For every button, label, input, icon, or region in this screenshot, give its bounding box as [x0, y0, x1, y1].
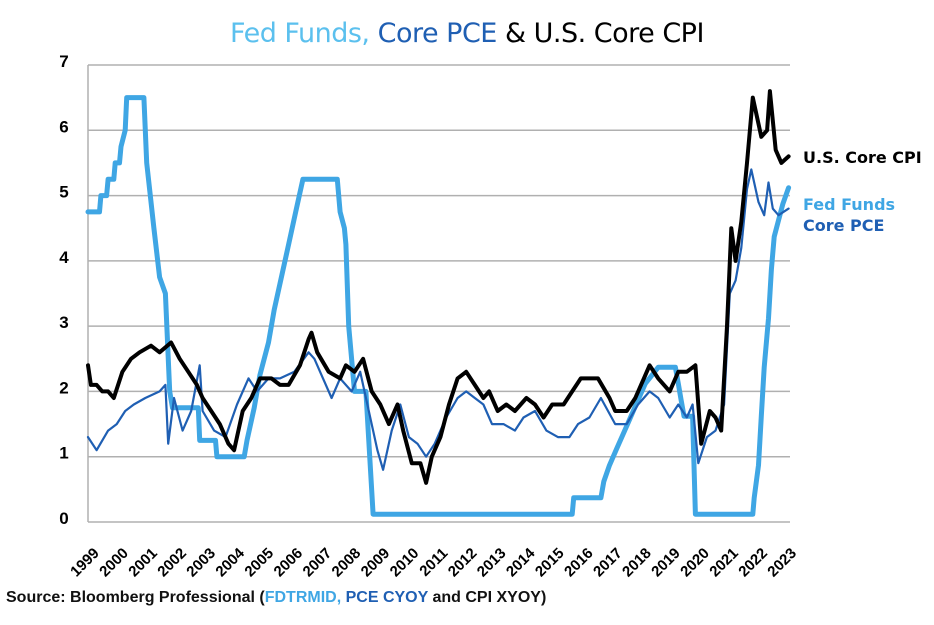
- x-tick-label: 2002: [154, 545, 190, 581]
- x-tick-label: 2001: [125, 545, 161, 581]
- x-tick-label: 2016: [561, 545, 597, 581]
- x-tick-label: 2019: [648, 545, 684, 581]
- y-tick-label: 3: [59, 313, 68, 332]
- x-tick-label: 2009: [358, 545, 394, 581]
- x-tick-label: 2006: [271, 545, 307, 581]
- series-line-core-pce: [86, 168, 790, 471]
- x-tick-label: 2004: [212, 544, 248, 580]
- x-tick-label: 2003: [183, 545, 219, 581]
- y-tick-label: 5: [59, 183, 68, 202]
- x-tick-label: 2008: [329, 545, 365, 581]
- series-line-core-cpi: [86, 89, 791, 485]
- x-tick-label: 2000: [96, 545, 132, 581]
- x-tick-label: 1999: [67, 545, 103, 581]
- source-code-pce: PCE CYOY: [345, 589, 429, 606]
- x-tick-label: 2023: [764, 545, 800, 581]
- x-tick-label: 2010: [387, 545, 423, 581]
- y-tick-label: 2: [59, 378, 68, 397]
- x-tick-label: 2018: [619, 545, 655, 581]
- x-tick-label: 2007: [300, 545, 336, 581]
- x-tick-label: 2021: [706, 545, 742, 581]
- title-core-pce: Core PCE: [377, 18, 498, 49]
- x-tick-label: 2015: [532, 545, 568, 581]
- y-tick-label: 7: [59, 52, 68, 71]
- y-tick-label: 4: [59, 248, 69, 267]
- title-core-cpi: & U.S. Core CPI: [504, 18, 704, 49]
- y-tick-label: 1: [59, 444, 68, 463]
- source-prefix: Source: Bloomberg Professional (: [6, 589, 265, 606]
- series-line-fed-funds: [85, 95, 792, 517]
- legend-fed-funds: Fed Funds: [803, 195, 896, 214]
- y-tick-label: 6: [59, 117, 68, 136]
- legend-core-pce: Core PCE: [803, 216, 885, 235]
- y-tick-label: 0: [59, 509, 68, 528]
- x-tick-label: 2011: [416, 545, 451, 580]
- x-tick-label: 2014: [503, 544, 539, 580]
- x-tick-label: 2017: [590, 545, 626, 581]
- x-tick-label: 2005: [241, 545, 277, 581]
- source-code-fdtrmid: FDTRMID,: [264, 589, 342, 606]
- x-tick-label: 2012: [445, 545, 481, 581]
- legend-core-cpi: U.S. Core CPI: [803, 148, 922, 167]
- x-tick-label: 2022: [735, 545, 771, 581]
- source-note: Source: Bloomberg Professional (FDTRMID,…: [6, 589, 546, 607]
- x-tick-label: 2013: [474, 545, 510, 581]
- x-tick-label: 2020: [677, 545, 713, 581]
- source-suffix: and CPI XYOY): [432, 589, 547, 606]
- title-fed-funds: Fed Funds,: [230, 18, 370, 49]
- chart-title: Fed Funds, Core PCE & U.S. Core CPI: [0, 18, 934, 49]
